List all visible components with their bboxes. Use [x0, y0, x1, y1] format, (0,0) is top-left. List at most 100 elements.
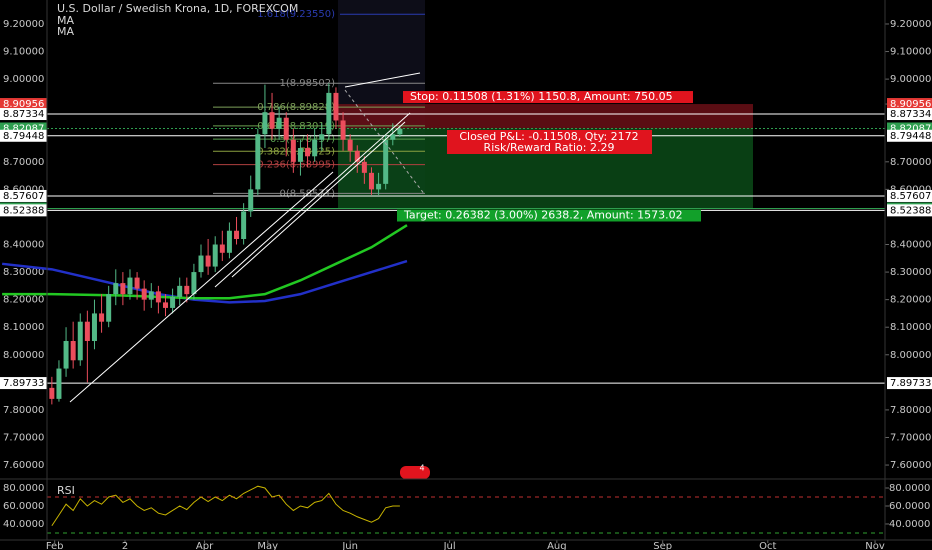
candle-body	[113, 283, 119, 295]
candle-body	[361, 161, 367, 173]
y-tick-label: 8.20000	[890, 295, 931, 306]
fib-label: 0.382(8.73825)	[257, 146, 335, 157]
candle-body	[354, 150, 360, 162]
candle-body	[99, 313, 105, 322]
target-label: Target: 0.26382 (3.00%) 2638.2, Amount: …	[403, 208, 683, 221]
x-tick-label: Jul	[443, 541, 456, 550]
candle-body	[376, 183, 382, 190]
candle-body	[219, 244, 225, 253]
candle-body	[127, 277, 133, 295]
target-label-box	[397, 209, 701, 222]
trend-line	[231, 121, 406, 278]
candle-body	[326, 92, 332, 135]
candle-body	[212, 244, 218, 267]
candle-body	[312, 139, 318, 157]
candle-body	[248, 189, 254, 212]
fib-label: 0.236(8.68995)	[257, 160, 335, 171]
y-tick-label: 8.57607	[3, 191, 44, 202]
candle-body	[56, 368, 62, 399]
indicator-label: MA	[57, 14, 74, 27]
candle-body	[368, 172, 374, 190]
candle-body	[269, 112, 275, 129]
pnl-label: Closed P&L: -0.11508, Qty: 2172	[459, 130, 638, 143]
y-tick-label: 7.70000	[3, 432, 44, 443]
x-tick-label: May	[257, 541, 278, 550]
candle-body	[198, 255, 204, 273]
rsi-tick-label: 80.0000	[889, 483, 930, 494]
candle-body	[397, 128, 403, 135]
badge-label: 4	[419, 464, 424, 473]
y-tick-label: 8.10000	[3, 322, 44, 333]
ma-line	[1, 259, 408, 304]
y-tick-label: 8.00000	[3, 350, 44, 361]
y-tick-label: 9.20000	[3, 19, 44, 30]
badge[interactable]	[400, 466, 430, 479]
rsi-line	[51, 485, 400, 527]
price-marker	[887, 98, 932, 111]
layers: 1.618(9.23550) 1(8.98502) 0.786(8.89828) 0.…	[0, 9, 932, 550]
x-tick-label: Nov	[865, 541, 885, 550]
price-marker	[887, 108, 932, 121]
y-tick-label: 7.89733	[3, 378, 44, 389]
candle-body	[170, 296, 176, 308]
trend-line	[344, 72, 421, 88]
rsi-tick-label: 60.0000	[3, 501, 44, 512]
y-tick-label: 8.79448	[3, 131, 44, 142]
fib-label: 0(8.58571)	[279, 188, 335, 199]
price-marker	[887, 189, 932, 202]
candle-body	[155, 291, 161, 303]
candle-body	[177, 285, 183, 297]
y-tick-label: 7.80000	[890, 405, 931, 416]
price-marker	[887, 377, 932, 390]
y-tick-label: 8.70000	[3, 157, 44, 168]
rsi-tick-label: 40.0000	[3, 519, 44, 530]
price-marker	[0, 129, 47, 142]
y-tick-label: 8.60000	[890, 184, 931, 195]
price-marker	[0, 108, 47, 121]
y-tick-label: 8.52388	[3, 205, 44, 216]
stop-label: Stop: 0.11508 (1.31%) 1150.8, Amount: 75…	[410, 90, 673, 103]
fib-label: 1(8.98502)	[279, 78, 335, 89]
y-tick-label: 8.00000	[890, 350, 931, 361]
candle-body	[383, 139, 389, 184]
y-tick-label: 7.70000	[890, 432, 931, 443]
candle-body	[255, 134, 261, 190]
y-tick-label: 8.70000	[890, 157, 931, 168]
ma-line	[2, 224, 408, 300]
price-marker	[887, 129, 932, 142]
candle-body	[262, 112, 268, 135]
candle-body	[290, 139, 296, 162]
fib-label: 0.618(8.83019)	[257, 121, 335, 132]
y-tick-label: 8.82087	[3, 123, 44, 134]
y-tick-label: 8.79448	[890, 131, 931, 142]
candle-body	[305, 148, 311, 157]
candle-body	[148, 291, 154, 300]
candle-body	[134, 277, 140, 289]
indicator-label: MA	[57, 25, 74, 38]
trend-line	[214, 112, 411, 288]
candle-body	[283, 117, 289, 140]
x-tick-label: Oct	[759, 541, 776, 550]
price-marker	[0, 189, 47, 202]
stop-zone	[338, 104, 753, 129]
candle-body	[84, 321, 90, 341]
candle-body	[276, 117, 282, 129]
candle-body	[191, 272, 197, 295]
candle-body	[319, 134, 325, 140]
y-tick-label: 8.30000	[3, 267, 44, 278]
rsi-tick-label: 60.0000	[889, 501, 930, 512]
y-tick-label: 9.00000	[890, 74, 931, 85]
y-tick-label: 8.60000	[3, 184, 44, 195]
y-tick-label: 7.60000	[890, 460, 931, 471]
y-tick-label: 8.40000	[3, 240, 44, 251]
candle-body	[333, 92, 339, 121]
fib-label: 0.786(8.89828)	[257, 102, 335, 113]
y-tick-label: 9.10000	[3, 47, 44, 58]
y-tick-label: 8.90956	[3, 99, 44, 110]
chart-title: U.S. Dollar / Swedish Krona, 1D, FOREXCO…	[57, 2, 298, 15]
candle-body	[49, 387, 55, 399]
price-marker	[0, 377, 47, 390]
candle-body	[120, 283, 126, 295]
y-tick-label: 8.40000	[890, 240, 931, 251]
